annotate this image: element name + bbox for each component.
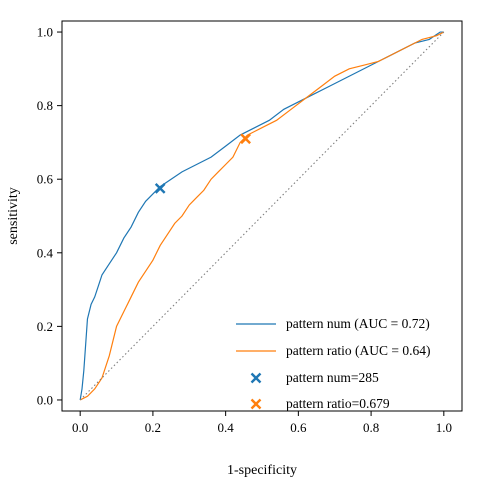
series-line-0 — [79, 31, 444, 401]
y-tick-label: 0.6 — [37, 172, 54, 187]
legend-label-pattern-num: pattern num (AUC = 0.72) — [286, 316, 430, 331]
plot-area — [79, 31, 445, 401]
y-tick-label: 0.0 — [37, 392, 53, 407]
legend: pattern num (AUC = 0.72) pattern ratio (… — [236, 316, 430, 411]
x-tick-label: 0.6 — [290, 420, 307, 435]
plot-frame — [61, 20, 463, 412]
y-axis: 0.0 0.2 0.4 0.6 0.8 1.0 — [37, 25, 62, 407]
y-tick-label: 0.2 — [37, 319, 53, 334]
y-tick-label: 0.8 — [37, 98, 53, 113]
legend-label-pattern-ratio: pattern ratio (AUC = 0.64) — [286, 343, 430, 358]
legend-label-pattern-num-threshold: pattern num=285 — [286, 370, 379, 385]
y-axis-label: sensitivity — [6, 187, 21, 245]
x-axis: 0.0 0.2 0.4 0.6 0.8 1.0 — [72, 411, 452, 435]
y-tick-label: 0.4 — [37, 245, 54, 260]
series-line-1 — [79, 31, 445, 401]
legend-marker-pattern-ratio — [250, 398, 262, 410]
legend-label-pattern-ratio-threshold: pattern ratio=0.679 — [286, 396, 390, 411]
x-tick-label: 0.0 — [72, 420, 88, 435]
legend-marker-pattern-num — [250, 372, 262, 384]
x-axis-label: 1-specificity — [227, 463, 297, 478]
x-tick-label: 0.2 — [145, 420, 161, 435]
threshold-marker-0 — [154, 183, 166, 194]
x-tick-label: 1.0 — [436, 420, 452, 435]
x-tick-label: 0.8 — [363, 420, 379, 435]
threshold-marker-1 — [240, 133, 251, 145]
y-tick-label: 1.0 — [37, 25, 53, 40]
x-tick-label: 0.4 — [218, 420, 235, 435]
